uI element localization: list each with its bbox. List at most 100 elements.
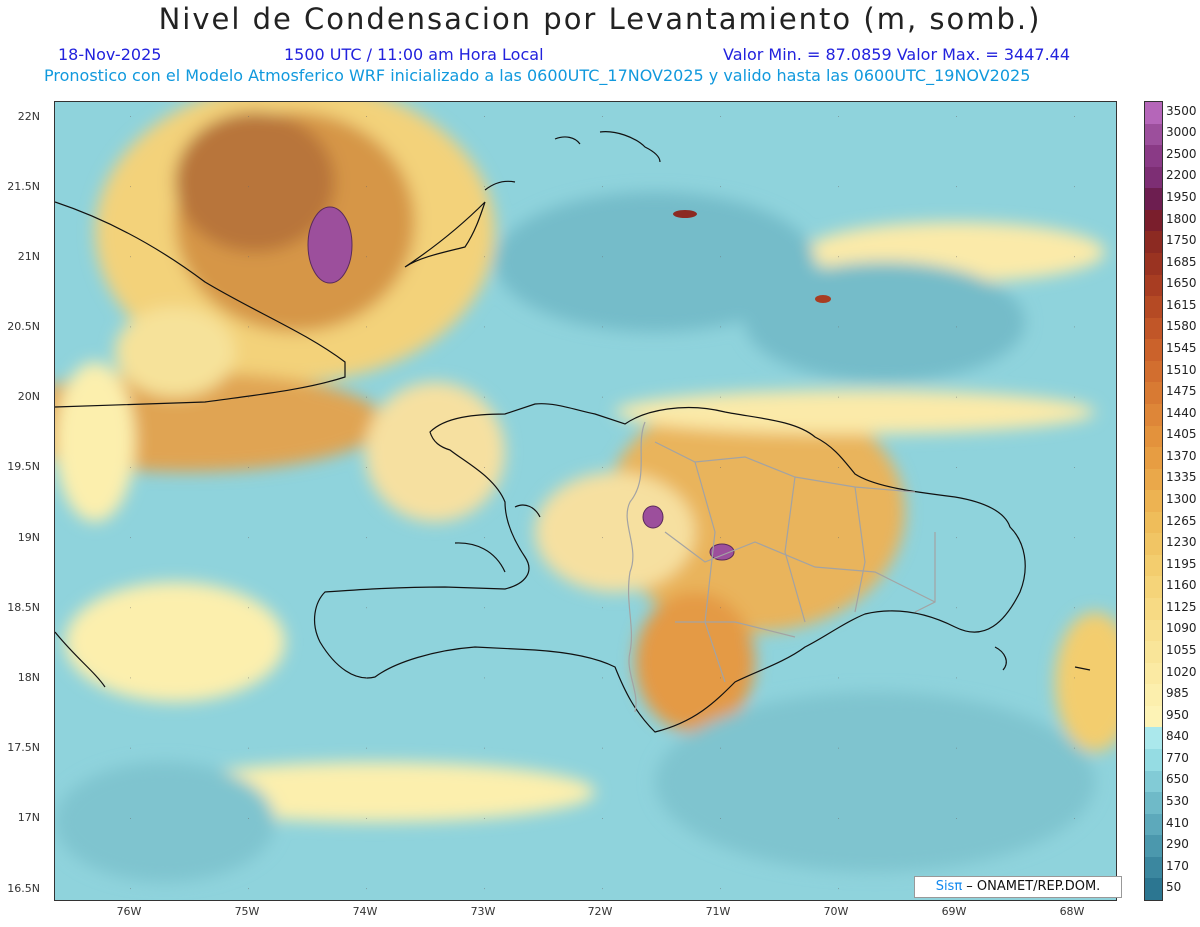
lat-tick-label: 20.5N xyxy=(7,320,40,333)
colorbar-segment xyxy=(1145,554,1162,577)
colorbar-segment xyxy=(1145,705,1162,728)
colorbar xyxy=(1144,101,1163,901)
lon-tick-label: 72W xyxy=(587,905,613,918)
lat-tick-label: 17N xyxy=(17,811,40,824)
colorbar-label: 1475 xyxy=(1166,384,1197,399)
colorbar-segment xyxy=(1145,231,1162,254)
sispi-logo-text: Sisπ xyxy=(935,879,963,894)
lat-tick-label: 18N xyxy=(17,671,40,684)
model-info: Pronostico con el Modelo Atmosferico WRF… xyxy=(44,66,1031,85)
colorbar-label: 770 xyxy=(1166,750,1189,765)
colorbar-label: 950 xyxy=(1166,707,1189,722)
colorbar-label: 1125 xyxy=(1166,599,1197,614)
lat-tick-label: 21.5N xyxy=(7,180,40,193)
colorbar-segment xyxy=(1145,360,1162,383)
colorbar-label: 170 xyxy=(1166,858,1189,873)
lat-tick-label: 20N xyxy=(17,390,40,403)
credit-text: – ONAMET/REP.DOM. xyxy=(962,879,1101,894)
colorbar-label: 1750 xyxy=(1166,233,1197,248)
colorbar-segment xyxy=(1145,188,1162,211)
colorbar-label: 410 xyxy=(1166,815,1189,830)
colorbar-segment xyxy=(1145,792,1162,815)
colorbar-segment xyxy=(1145,102,1162,125)
lat-tick-label: 17.5N xyxy=(7,741,40,754)
colorbar-segment xyxy=(1145,274,1162,297)
colorbar-label: 1615 xyxy=(1166,297,1197,312)
colorbar-segment xyxy=(1145,447,1162,470)
map-title: Nivel de Condensacion por Levantamiento … xyxy=(158,2,1042,36)
colorbar-segment xyxy=(1145,296,1162,319)
colorbar-segment xyxy=(1145,641,1162,664)
colorbar-label: 1650 xyxy=(1166,276,1197,291)
lon-tick-label: 73W xyxy=(470,905,496,918)
colorbar-label: 840 xyxy=(1166,729,1189,744)
colorbar-label: 1800 xyxy=(1166,211,1197,226)
colorbar-segment xyxy=(1145,382,1162,405)
colorbar-label: 2500 xyxy=(1166,146,1197,161)
lat-tick-label: 16.5N xyxy=(7,882,40,895)
colorbar-segment xyxy=(1145,252,1162,276)
colorbar-label: 1370 xyxy=(1166,448,1197,463)
colorbar-segment xyxy=(1145,468,1162,491)
forecast-date: 18-Nov-2025 xyxy=(58,45,162,64)
colorbar-label: 530 xyxy=(1166,793,1189,808)
colorbar-label: 50 xyxy=(1166,880,1182,895)
colorbar-segment xyxy=(1145,749,1162,772)
lon-tick-label: 68W xyxy=(1059,905,1085,918)
colorbar-segment xyxy=(1145,727,1162,750)
colorbar-segment xyxy=(1145,662,1162,685)
colorbar-segment xyxy=(1145,511,1162,534)
colorbar-label: 1020 xyxy=(1166,664,1197,679)
colorbar-segment xyxy=(1145,490,1162,513)
value-min-max: Valor Min. = 87.0859 Valor Max. = 3447.4… xyxy=(723,45,1071,64)
colorbar-segment xyxy=(1145,598,1162,621)
colorbar-label: 1265 xyxy=(1166,513,1197,528)
colorbar-label: 1440 xyxy=(1166,405,1197,420)
colorbar-label: 1405 xyxy=(1166,427,1197,442)
colorbar-segment xyxy=(1145,813,1162,836)
colorbar-label: 650 xyxy=(1166,772,1189,787)
colorbar-label: 1090 xyxy=(1166,621,1197,636)
map-field xyxy=(55,102,1116,900)
lon-tick-label: 75W xyxy=(234,905,260,918)
colorbar-label: 985 xyxy=(1166,686,1189,701)
lat-tick-label: 22N xyxy=(17,110,40,123)
colorbar-segment xyxy=(1145,533,1162,556)
colorbar-segment xyxy=(1145,770,1162,793)
colorbar-segment xyxy=(1145,209,1162,232)
colorbar-label: 1545 xyxy=(1166,341,1197,356)
colorbar-label: 3500 xyxy=(1166,103,1197,118)
colorbar-label: 1510 xyxy=(1166,362,1197,377)
colorbar-label: 1685 xyxy=(1166,254,1197,269)
colorbar-label: 1160 xyxy=(1166,578,1197,593)
colorbar-label: 1950 xyxy=(1166,190,1197,205)
colorbar-segment xyxy=(1145,145,1162,168)
colorbar-segment xyxy=(1145,856,1162,879)
lon-tick-label: 74W xyxy=(352,905,378,918)
lat-tick-label: 19.5N xyxy=(7,460,40,473)
lon-tick-label: 70W xyxy=(823,905,849,918)
colorbar-label: 3000 xyxy=(1166,125,1197,140)
colorbar-segment xyxy=(1145,403,1162,426)
colorbar-segment xyxy=(1145,878,1162,901)
lat-tick-label: 19N xyxy=(17,531,40,544)
colorbar-segment xyxy=(1145,317,1162,340)
colorbar-segment xyxy=(1145,576,1162,599)
forecast-time: 1500 UTC / 11:00 am Hora Local xyxy=(284,45,544,64)
colorbar-label: 1580 xyxy=(1166,319,1197,334)
lon-tick-label: 71W xyxy=(705,905,731,918)
lon-tick-label: 76W xyxy=(116,905,142,918)
colorbar-segment xyxy=(1145,166,1162,189)
colorbar-segment xyxy=(1145,339,1162,362)
colorbar-label: 290 xyxy=(1166,837,1189,852)
colorbar-label: 2200 xyxy=(1166,168,1197,183)
credit-box: Sisπ – ONAMET/REP.DOM. xyxy=(914,876,1122,898)
colorbar-label: 1055 xyxy=(1166,642,1197,657)
colorbar-label: 1335 xyxy=(1166,470,1197,485)
colorbar-label: 1195 xyxy=(1166,556,1197,571)
lat-tick-label: 21N xyxy=(17,250,40,263)
colorbar-label: 1300 xyxy=(1166,492,1197,506)
lon-tick-label: 69W xyxy=(941,905,967,918)
colorbar-segment xyxy=(1145,835,1162,858)
colorbar-label: 1230 xyxy=(1166,535,1197,550)
